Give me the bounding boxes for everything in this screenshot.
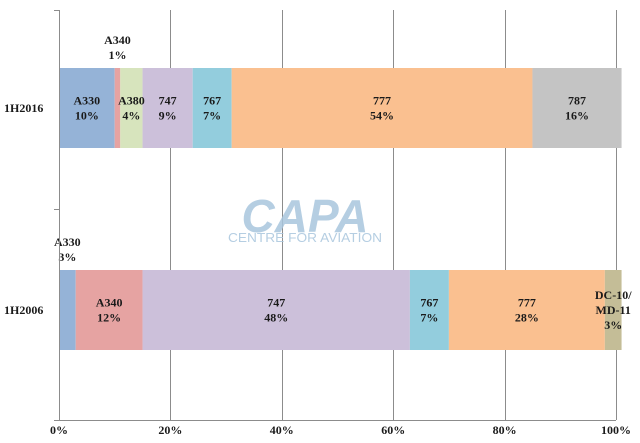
bar-1h2006-a340: [75, 270, 143, 350]
data-label-1h2006-a340-line1: A340: [96, 296, 123, 310]
data-label-1h2016-777-line1: 777: [373, 94, 391, 108]
data-label-1h2006-dc-10-md-11-line2: MD-11: [596, 303, 631, 317]
bar-1h2016-767: [192, 68, 232, 148]
data-label-1h2016-777-line2: 54%: [370, 109, 394, 123]
data-label-1h2006-767-line2: 7%: [420, 311, 438, 325]
x-tick-label-40: 40%: [270, 423, 294, 437]
data-label-1h2006-777-line1: 777: [518, 296, 536, 310]
labels-layer: A33010%A3401%A3804%7479%7677%77754%78716…: [54, 33, 632, 332]
category-label-1h2016: 1H2016: [4, 101, 43, 115]
data-label-1h2006-747-line1: 747: [267, 296, 285, 310]
data-label-1h2016-a340-line1: A340: [104, 33, 131, 47]
data-label-1h2016-a330-line1: A330: [74, 94, 101, 108]
data-label-1h2016-a380-line1: A380: [118, 94, 145, 108]
data-label-1h2006-dc-10-md-11-line1: DC-10/: [595, 288, 632, 302]
data-label-1h2016-787-line1: 787: [568, 94, 586, 108]
bar-1h2006-dc-10-md-11: [604, 270, 622, 350]
data-label-1h2016-a330-line2: 10%: [75, 109, 99, 123]
watermark-logo-text: CAPA: [242, 190, 369, 242]
x-tick-label-0: 0%: [50, 423, 68, 437]
data-label-1h2006-a330-line1: A330: [54, 235, 81, 249]
data-label-1h2016-767-line2: 7%: [203, 109, 221, 123]
bar-1h2006-767: [409, 270, 449, 350]
data-label-1h2006-a340-line2: 12%: [97, 311, 121, 325]
x-tick-label-100: 100%: [601, 423, 631, 437]
bar-1h2016-777: [231, 68, 533, 148]
data-label-1h2006-747-line2: 48%: [264, 311, 288, 325]
data-label-1h2006-dc-10-md-11-line3: 3%: [604, 318, 622, 332]
data-label-1h2016-767-line1: 767: [203, 94, 221, 108]
data-label-1h2016-a380-line2: 4%: [122, 109, 140, 123]
bars-layer: [59, 68, 622, 350]
axis-layer: 0% 20% 40% 60% 80% 100% 1H2016 1H2006: [4, 10, 631, 437]
bar-1h2016-a340: [114, 68, 121, 148]
bar-1h2006-747: [142, 270, 410, 350]
bar-1h2016-a330: [59, 68, 115, 148]
category-label-1h2006: 1H2006: [4, 303, 43, 317]
data-label-1h2006-777-line2: 28%: [515, 311, 539, 325]
bar-1h2006-777: [448, 270, 605, 350]
data-label-1h2016-747-line2: 9%: [159, 109, 177, 123]
bar-1h2006-a330: [59, 270, 76, 350]
x-tick-label-60: 60%: [381, 423, 405, 437]
bar-1h2016-747: [142, 68, 193, 148]
data-label-1h2006-767-line1: 767: [420, 296, 438, 310]
data-label-1h2006-a330-line2: 3%: [58, 250, 76, 264]
data-label-1h2016-787-line2: 16%: [565, 109, 589, 123]
bar-1h2016-a380: [120, 68, 143, 148]
data-label-1h2016-a340-line2: 1%: [108, 48, 126, 62]
capa-watermark: CAPA CENTRE FOR AVIATION: [228, 190, 382, 245]
bar-1h2016-787: [532, 68, 622, 148]
data-label-1h2016-747-line1: 747: [159, 94, 177, 108]
x-tick-label-20: 20%: [158, 423, 182, 437]
x-tick-label-80: 80%: [493, 423, 517, 437]
watermark-tagline: CENTRE FOR AVIATION: [228, 231, 382, 245]
